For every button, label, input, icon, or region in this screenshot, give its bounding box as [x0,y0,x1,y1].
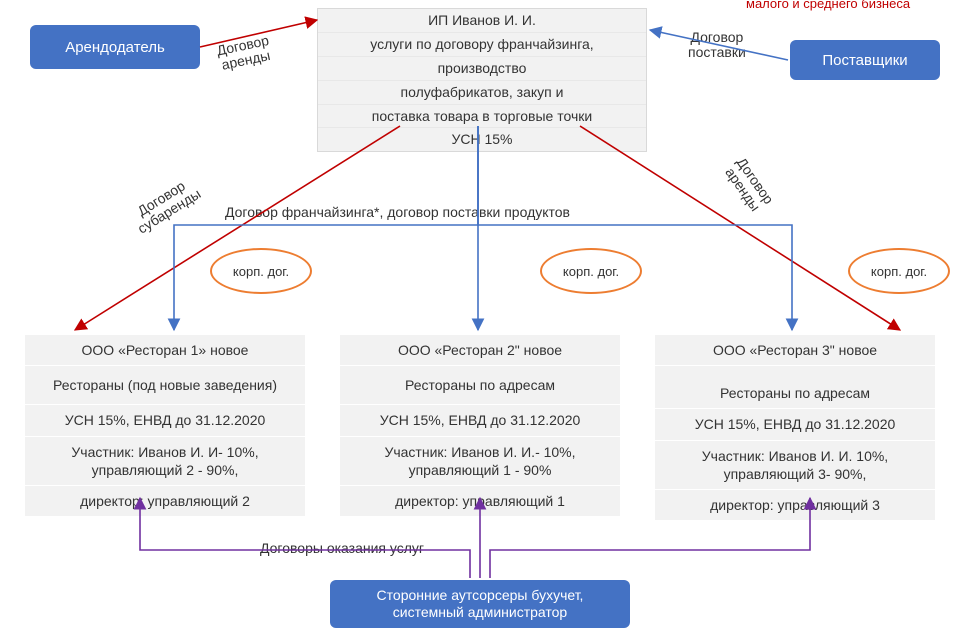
r1-dir: директор: управляющий 2 [25,486,305,516]
main-line2: услуги по договору франчайзинга, [318,33,646,57]
corp-text-3: корп. дог. [871,264,927,279]
label-lease: Договораренды [215,33,273,74]
r2-tax: УСН 15%, ЕНВД до 31.12.2020 [340,405,620,436]
r3-tax: УСН 15%, ЕНВД до 31.12.2020 [655,409,935,440]
r3-title: ООО «Ресторан 3" новое [655,335,935,366]
r1-part: Участник: Иванов И. И- 10%, управляющий … [25,437,305,486]
r1-desc: Рестораны (под новые заведения) [25,366,305,405]
outsource-l2: системный администратор [393,604,567,622]
r2-dir: директор: управляющий 1 [340,486,620,516]
label-services: Договоры оказания услуг [260,540,424,556]
corp-ellipse-3: корп. дог. [848,248,950,294]
corp-text-2: корп. дог. [563,264,619,279]
r2-desc: Рестораны по адресам [340,366,620,405]
suppliers-label: Поставщики [822,52,907,69]
label-sublease: Договорсубаренды [127,173,204,237]
label-franchise: Договор франчайзинга*, договор поставки … [225,204,570,220]
restaurant-box-2: ООО «Ресторан 2" новое Рестораны по адре… [340,335,620,516]
cutoff-text: малого и среднего бизнеса [746,0,910,11]
restaurant-box-3: ООО «Ресторан 3" новое Рестораны по адре… [655,335,935,520]
r2-title: ООО «Ресторан 2" новое [340,335,620,366]
main-line6: УСН 15% [318,128,646,151]
outsource-l1: Сторонние аутсорсеры бухучет, [377,587,584,605]
corp-ellipse-2: корп. дог. [540,248,642,294]
r3-desc: Рестораны по адресам [655,366,935,409]
r1-tax: УСН 15%, ЕНВД до 31.12.2020 [25,405,305,436]
main-line3: производство [318,57,646,81]
main-line1: ИП Иванов И. И. [318,9,646,33]
outsource-box: Сторонние аутсорсеры бухучет, системный … [330,580,630,628]
label-lease-right: Договораренды [721,155,777,216]
restaurant-box-1: ООО «Ресторан 1» новое Рестораны (под но… [25,335,305,516]
main-line4: полуфабрикатов, закуп и [318,81,646,105]
main-line5: поставка товара в торговые точки [318,105,646,129]
landlord-label: Арендодатель [65,39,165,56]
label-supply: Договорпоставки [688,30,746,61]
landlord-box: Арендодатель [30,25,200,69]
corp-ellipse-1: корп. дог. [210,248,312,294]
r3-dir: директор: управляющий 3 [655,490,935,520]
r3-part: Участник: Иванов И. И. 10%, управляющий … [655,441,935,490]
corp-text-1: корп. дог. [233,264,289,279]
r2-part: Участник: Иванов И. И.- 10%, управляющий… [340,437,620,486]
suppliers-box: Поставщики [790,40,940,80]
r1-title: ООО «Ресторан 1» новое [25,335,305,366]
main-entity-box: ИП Иванов И. И. услуги по договору франч… [317,8,647,152]
